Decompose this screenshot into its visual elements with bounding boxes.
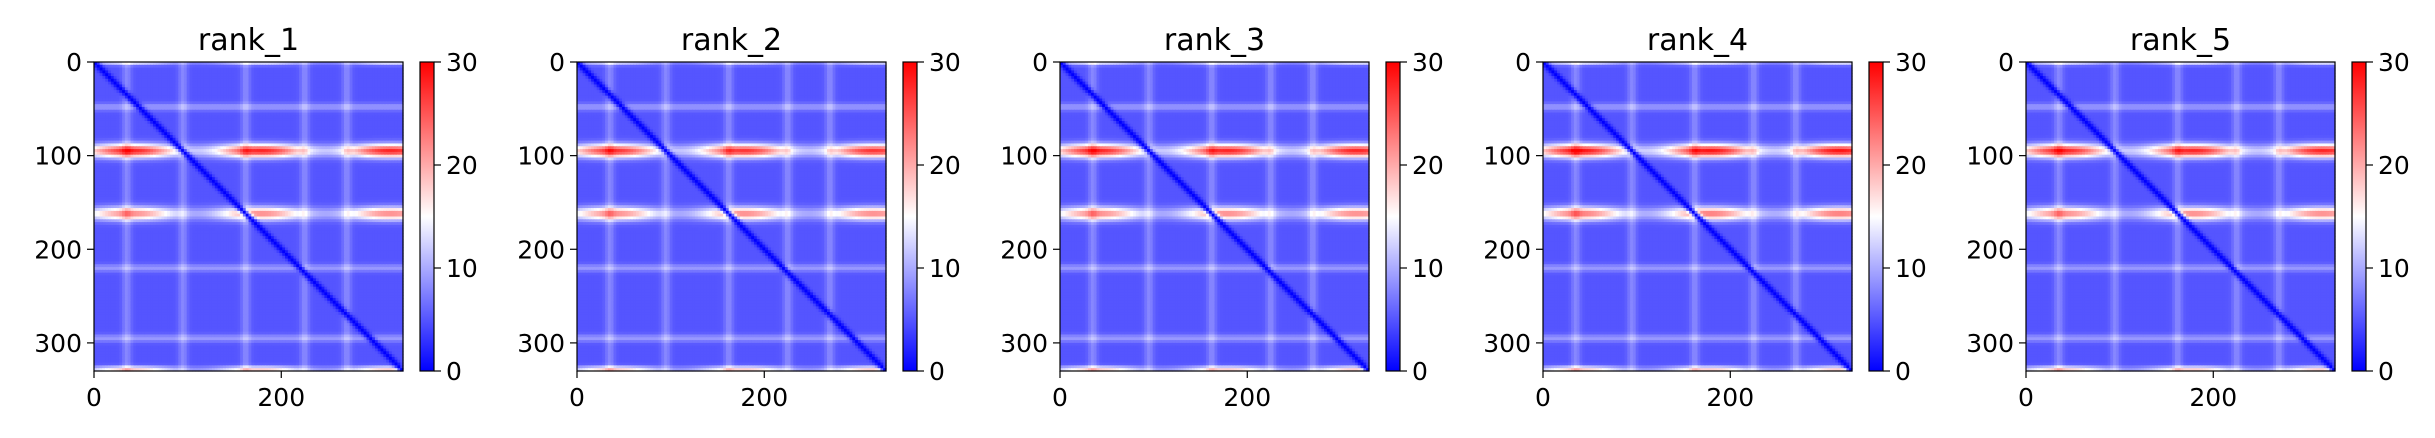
heatmap-cells bbox=[94, 62, 404, 372]
panel-title: rank_1 bbox=[198, 23, 299, 58]
